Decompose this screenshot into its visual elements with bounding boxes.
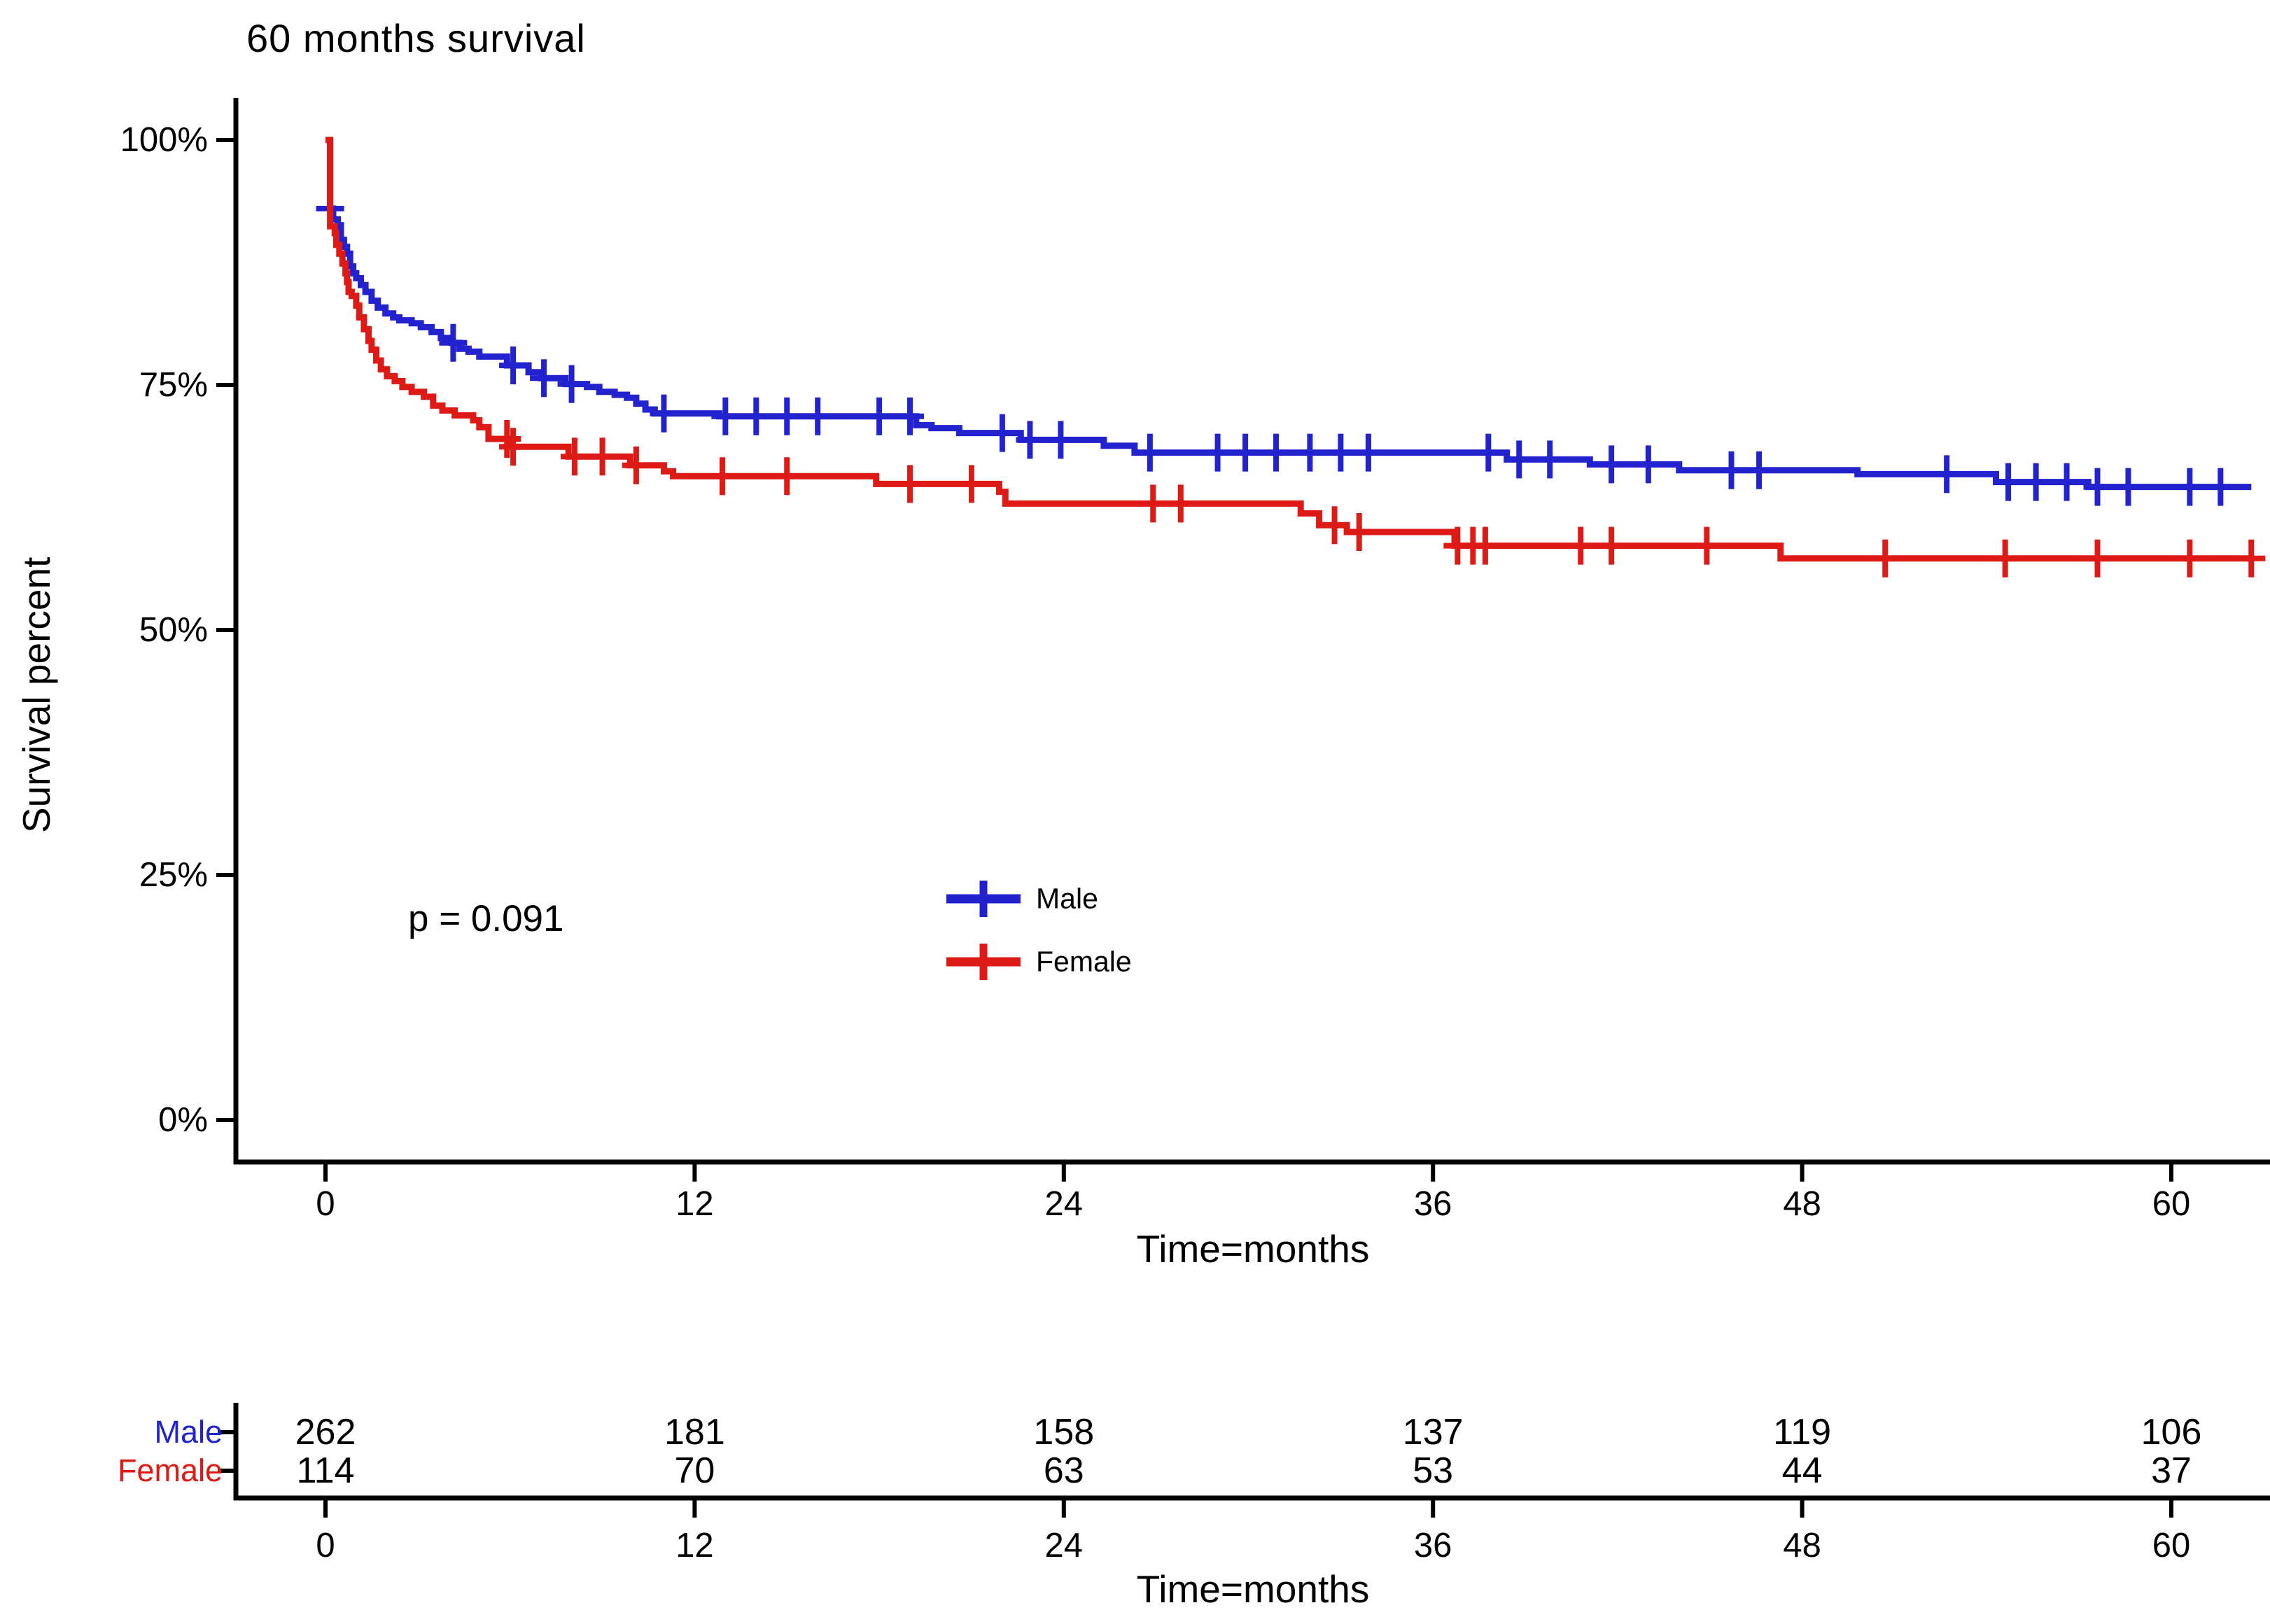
risk-table-tick-label: 48 [1783, 1527, 1821, 1564]
risk-count-male: 106 [2141, 1412, 2202, 1452]
risk-count-male: 119 [1773, 1412, 1832, 1452]
x-tick-label: 48 [1783, 1185, 1821, 1223]
risk-count-female: 63 [1043, 1450, 1084, 1491]
risk-table-row-label-female: Female [117, 1452, 223, 1488]
risk-table-tick-label: 0 [316, 1527, 335, 1564]
y-tick-label: 0% [158, 1101, 208, 1139]
y-tick-label: 75% [139, 366, 208, 404]
x-tick-label: 36 [1413, 1185, 1452, 1223]
x-axis-label: Time=months [1136, 1227, 1370, 1270]
y-tick-label: 25% [139, 856, 208, 894]
risk-count-male: 262 [295, 1412, 356, 1452]
risk-table-x-axis-label: Time=months [1136, 1567, 1370, 1611]
y-tick-label: 50% [139, 611, 208, 649]
risk-table-row-label-male: Male [154, 1414, 223, 1450]
risk-count-female: 37 [2151, 1450, 2192, 1491]
risk-table-tick-label: 24 [1044, 1527, 1084, 1564]
risk-count-male: 158 [1033, 1412, 1095, 1452]
risk-count-male: 181 [664, 1412, 725, 1452]
y-axis-label: Survival percent [15, 556, 58, 833]
survival-curve-male [325, 136, 2252, 491]
risk-count-female: 53 [1413, 1450, 1454, 1491]
y-tick-label: 100% [120, 121, 208, 159]
legend-label-male: Male [1036, 882, 1098, 915]
p-value-annotation: p = 0.091 [408, 898, 564, 939]
survival-curve-female [325, 136, 2252, 562]
x-tick-label: 24 [1044, 1185, 1084, 1223]
x-tick-label: 0 [316, 1185, 335, 1223]
legend-label-female: Female [1036, 945, 1132, 978]
x-tick-label: 60 [2152, 1185, 2191, 1223]
risk-count-female: 44 [1781, 1450, 1823, 1491]
risk-count-female: 114 [296, 1450, 355, 1491]
risk-table-tick-label: 12 [675, 1527, 714, 1564]
risk-table-tick-label: 60 [2152, 1527, 2191, 1564]
risk-count-male: 137 [1402, 1412, 1464, 1452]
risk-table-tick-label: 36 [1413, 1527, 1452, 1564]
x-tick-label: 12 [675, 1185, 714, 1223]
risk-count-female: 70 [674, 1450, 715, 1491]
chart-title: 60 months survival [246, 16, 586, 60]
